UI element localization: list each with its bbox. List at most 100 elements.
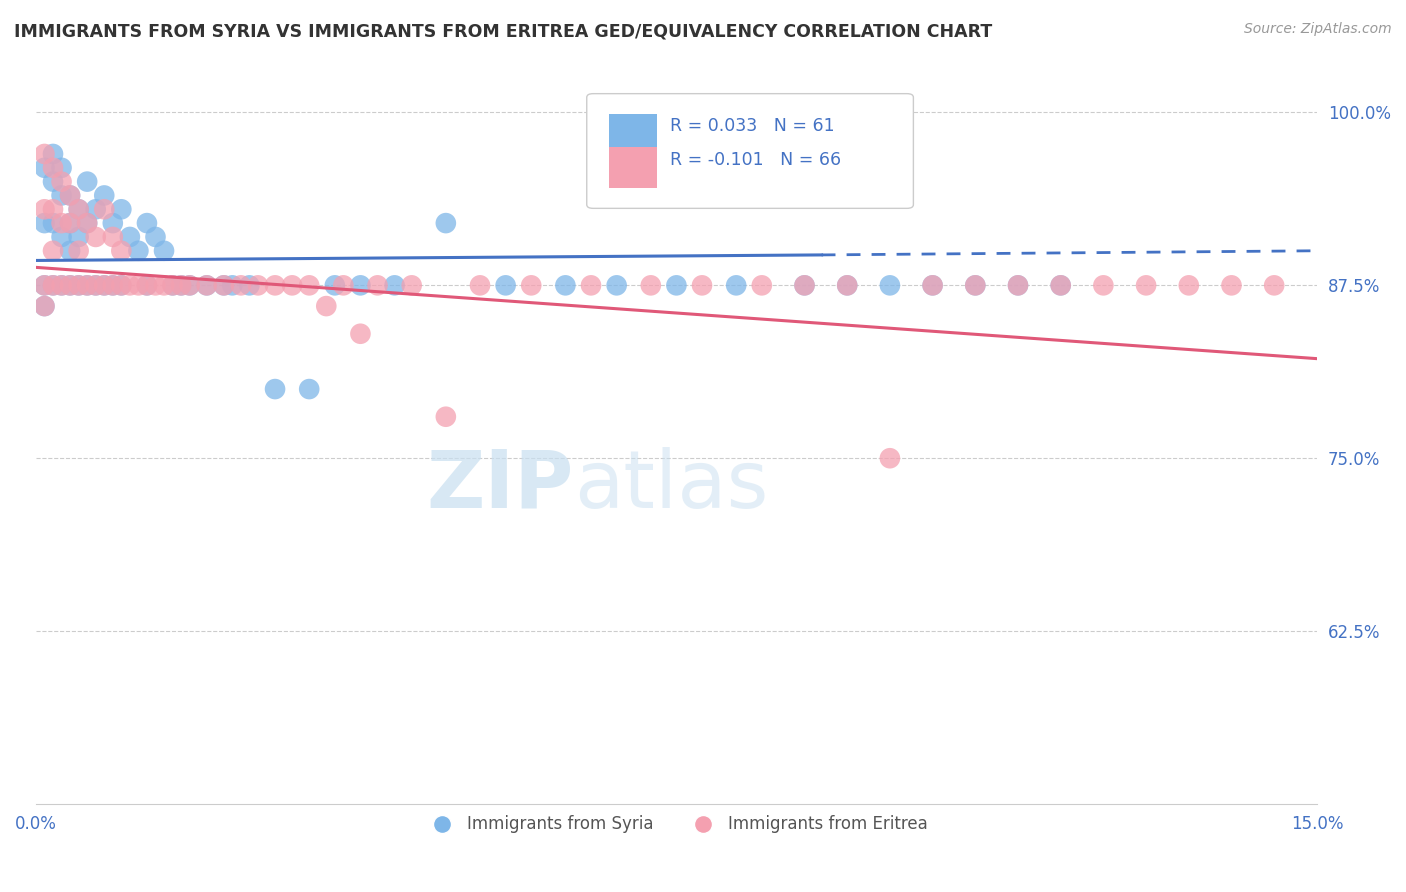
Point: [67, 230, 90, 244]
Point: [793, 278, 815, 293]
Point: [42, 161, 65, 175]
Point: [145, 230, 167, 244]
Point: [640, 278, 662, 293]
Point: [1007, 278, 1029, 293]
Point: [520, 278, 543, 293]
Point: [349, 326, 371, 341]
Point: [1220, 278, 1243, 293]
Point: [349, 278, 371, 293]
Point: [110, 278, 132, 293]
FancyBboxPatch shape: [609, 113, 657, 154]
Text: atlas: atlas: [574, 447, 768, 524]
Point: [212, 278, 235, 293]
Point: [298, 278, 321, 293]
Point: [136, 278, 159, 293]
Point: [153, 244, 176, 258]
Text: R = -0.101   N = 66: R = -0.101 N = 66: [671, 151, 841, 169]
Point: [51, 278, 73, 293]
Point: [136, 278, 159, 293]
Point: [84, 278, 107, 293]
Point: [837, 278, 859, 293]
Text: IMMIGRANTS FROM SYRIA VS IMMIGRANTS FROM ERITREA GED/EQUIVALENCY CORRELATION CHA: IMMIGRANTS FROM SYRIA VS IMMIGRANTS FROM…: [14, 22, 993, 40]
Point: [879, 451, 901, 466]
Point: [195, 278, 218, 293]
Point: [879, 278, 901, 293]
Point: [84, 202, 107, 217]
Point: [965, 278, 987, 293]
Point: [93, 202, 115, 217]
Point: [127, 278, 149, 293]
Point: [93, 188, 115, 202]
Point: [315, 299, 337, 313]
Point: [59, 278, 82, 293]
Point: [84, 278, 107, 293]
Point: [51, 216, 73, 230]
Point: [434, 216, 457, 230]
Point: [67, 244, 90, 258]
Point: [110, 244, 132, 258]
Point: [606, 278, 628, 293]
Text: R = 0.033   N = 61: R = 0.033 N = 61: [671, 118, 835, 136]
Point: [67, 202, 90, 217]
Point: [59, 188, 82, 202]
Point: [34, 299, 56, 313]
Point: [1049, 278, 1071, 293]
Point: [127, 244, 149, 258]
Point: [67, 278, 90, 293]
Point: [1049, 278, 1071, 293]
FancyBboxPatch shape: [586, 94, 914, 209]
Point: [179, 278, 201, 293]
Point: [34, 278, 56, 293]
Point: [384, 278, 406, 293]
Text: ZIP: ZIP: [426, 447, 574, 524]
Point: [298, 382, 321, 396]
Point: [59, 188, 82, 202]
Point: [162, 278, 184, 293]
Point: [554, 278, 576, 293]
Point: [1007, 278, 1029, 293]
Point: [145, 278, 167, 293]
Point: [51, 175, 73, 189]
Point: [434, 409, 457, 424]
Point: [332, 278, 354, 293]
Point: [76, 175, 98, 189]
Point: [42, 244, 65, 258]
Point: [229, 278, 252, 293]
Point: [76, 278, 98, 293]
Point: [51, 278, 73, 293]
Point: [76, 216, 98, 230]
Point: [34, 299, 56, 313]
Point: [42, 175, 65, 189]
Point: [1135, 278, 1157, 293]
Point: [136, 216, 159, 230]
Point: [34, 147, 56, 161]
Point: [110, 202, 132, 217]
Point: [837, 278, 859, 293]
Point: [101, 278, 124, 293]
Point: [51, 161, 73, 175]
Point: [921, 278, 943, 293]
Point: [751, 278, 773, 293]
Point: [1263, 278, 1285, 293]
Point: [281, 278, 304, 293]
Point: [238, 278, 260, 293]
Point: [162, 278, 184, 293]
Point: [921, 278, 943, 293]
Text: Source: ZipAtlas.com: Source: ZipAtlas.com: [1244, 22, 1392, 37]
Point: [42, 278, 65, 293]
Point: [170, 278, 193, 293]
Point: [153, 278, 176, 293]
Point: [59, 216, 82, 230]
Point: [793, 278, 815, 293]
Point: [367, 278, 389, 293]
Point: [1092, 278, 1115, 293]
Point: [59, 244, 82, 258]
Point: [67, 202, 90, 217]
Point: [59, 278, 82, 293]
Point: [401, 278, 423, 293]
Point: [84, 230, 107, 244]
Point: [264, 382, 287, 396]
Point: [42, 216, 65, 230]
Point: [665, 278, 688, 293]
Point: [468, 278, 491, 293]
